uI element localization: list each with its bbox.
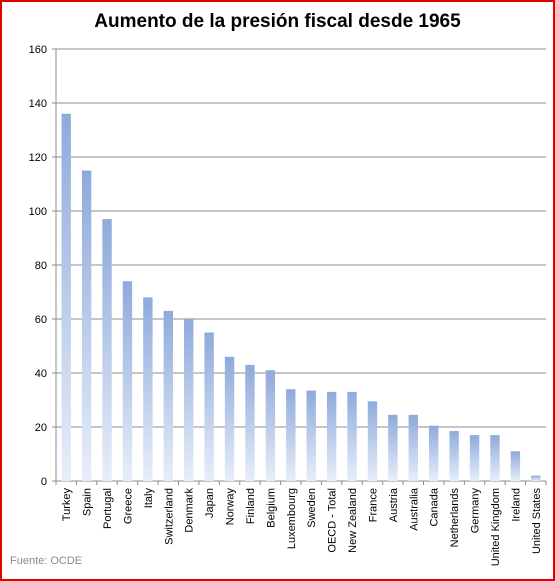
bar [122, 281, 133, 481]
y-tick-label: 20 [35, 422, 47, 434]
bar [102, 219, 112, 481]
bar [490, 435, 500, 481]
bar [245, 364, 255, 481]
x-tick-label: Portugal [102, 488, 114, 529]
x-tick-label: Switzerland [163, 488, 175, 545]
x-tick-label: New Zealand [347, 488, 359, 553]
bar [163, 310, 173, 481]
bar [429, 425, 439, 481]
x-tick-label: Turkey [61, 488, 73, 522]
bar [61, 113, 71, 482]
bar [469, 435, 480, 481]
x-tick-label: Japan [204, 488, 216, 518]
y-tick-label: 40 [35, 368, 47, 380]
y-tick-label: 140 [29, 98, 47, 110]
x-tick-label: Netherlands [449, 488, 461, 548]
bar [143, 297, 153, 481]
y-tick-label: 160 [29, 44, 47, 56]
bar [81, 170, 92, 481]
bar [531, 475, 541, 481]
bar [184, 319, 194, 481]
bar [306, 390, 316, 481]
x-tick-label: Australia [408, 487, 420, 531]
x-tick-label: Austria [388, 487, 400, 522]
bar [224, 356, 235, 481]
x-tick-label: Ireland [510, 488, 522, 522]
x-tick-label: Greece [122, 488, 134, 524]
y-tick-label: 100 [29, 206, 47, 218]
bar [286, 389, 296, 481]
bar [449, 431, 459, 481]
x-tick-label: France [367, 488, 379, 522]
bar [408, 414, 418, 481]
source-note: Fuente: OCDE [10, 555, 83, 567]
x-tick-label: Norway [225, 488, 237, 526]
bar [510, 451, 521, 481]
x-tick-label: United Kingdom [490, 488, 502, 566]
y-tick-label: 80 [35, 260, 47, 272]
bar [388, 414, 398, 481]
bar [204, 332, 214, 481]
x-tick-label: Germany [470, 488, 482, 534]
y-tick-label: 0 [41, 476, 47, 488]
bar [347, 391, 357, 481]
x-tick-label: Luxembourg [286, 488, 298, 549]
x-tick-label: Canada [429, 487, 441, 526]
x-tick-label: Italy [143, 488, 155, 509]
bar [265, 370, 276, 481]
bar [326, 391, 337, 481]
y-tick-label: 60 [35, 314, 47, 326]
x-tick-label: OECD - Total [327, 488, 339, 553]
x-tick-label: United States [531, 488, 543, 555]
x-tick-label: Sweden [306, 488, 318, 528]
chart-title: Aumento de la presión fiscal desde 1965 [94, 11, 461, 32]
x-tick-label: Finland [245, 488, 257, 524]
x-tick-label: Belgium [265, 488, 277, 528]
x-tick-label: Spain [82, 488, 94, 516]
x-tick-label: Denmark [184, 488, 196, 533]
y-tick-label: 120 [29, 152, 47, 164]
bar [367, 401, 378, 481]
